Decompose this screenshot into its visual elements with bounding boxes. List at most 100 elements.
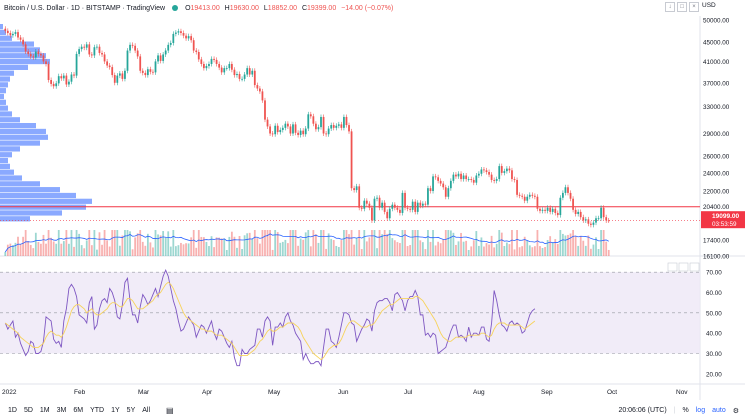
log-toggle[interactable]: log (695, 407, 706, 414)
volume-bar (416, 230, 419, 256)
volume-bar (124, 230, 126, 256)
volume-bar (363, 230, 366, 256)
candle-body (192, 40, 195, 51)
volume-bar (172, 230, 175, 256)
volume-bar (12, 245, 14, 256)
arrow-down-icon[interactable]: ↓ (665, 2, 675, 12)
volume-bar (284, 239, 287, 256)
volume-bar (182, 244, 185, 256)
range-1d[interactable]: 1D (8, 407, 17, 414)
candle-body (37, 51, 40, 54)
volume-bar (101, 244, 103, 256)
volume-bar (546, 240, 549, 256)
settings-icon[interactable]: ⚙ (732, 407, 739, 415)
volume-bar (121, 235, 124, 256)
range-5y[interactable]: 5Y (126, 407, 136, 414)
candle-body (521, 195, 524, 197)
candle-body (360, 207, 363, 209)
volume-ma-line (4, 233, 609, 253)
volume-bar (462, 241, 465, 256)
volume-bar (332, 240, 335, 256)
volume-bar (559, 230, 562, 256)
symbol-title[interactable]: Bitcoin / U.S. Dollar · 1D · BITSTAMP · … (4, 4, 166, 12)
volume-bar (391, 238, 394, 256)
candle-body (337, 124, 340, 126)
candle-body (213, 58, 215, 60)
price-tick-label: 29000.00 (703, 131, 730, 138)
volume-bar (315, 234, 317, 256)
volume-bar (376, 248, 378, 256)
volume-bar (309, 246, 312, 256)
candle-body (495, 179, 498, 181)
currency-label[interactable]: USD (702, 2, 716, 9)
volume-bar (449, 230, 452, 256)
candle-body (320, 116, 322, 128)
candle-body (371, 207, 373, 221)
candle-body (442, 183, 445, 188)
volume-bar (562, 233, 564, 256)
candle-body (312, 116, 315, 124)
candle-body (518, 194, 521, 196)
range-3m[interactable]: 3M (56, 407, 67, 414)
candle-body (129, 44, 131, 51)
volume-bar (274, 230, 277, 256)
candle-body (414, 201, 417, 212)
candle-body (378, 197, 381, 208)
volume-profile-bar (0, 29, 6, 36)
bottom-toolbar: 1D 5D 1M 3M 6M YTD 1Y 5Y All ▤ 20:06:06 (UTC) | … (0, 402, 745, 419)
volume-bar (592, 244, 595, 256)
volume-bar (159, 235, 162, 256)
symbol-header: Bitcoin / U.S. Dollar · 1D · BITSTAMP · … (0, 0, 700, 16)
volume-bar (444, 230, 447, 256)
maximize-icon[interactable]: □ (677, 2, 687, 12)
candle-body (393, 204, 396, 208)
volume-bar (197, 230, 200, 256)
volume-bar (551, 242, 554, 256)
candle-body (62, 75, 65, 79)
volume-bar (335, 245, 338, 256)
candle-body (564, 187, 567, 193)
range-6m[interactable]: 6M (73, 407, 84, 414)
volume-bar (572, 230, 574, 256)
candle-body (236, 73, 238, 76)
volume-bar (577, 245, 580, 256)
volume-bar (281, 241, 284, 256)
candle-body (195, 50, 198, 53)
volume-bar (70, 230, 73, 256)
candle-body (167, 44, 170, 51)
volume-bar (488, 244, 490, 256)
volume-bar (411, 230, 414, 256)
candle-body (467, 179, 470, 180)
candle-body (455, 174, 457, 177)
close-icon[interactable]: × (689, 2, 699, 12)
volume-bar (167, 231, 170, 256)
volume-bar (569, 233, 572, 256)
price-tick-label: 20400.00 (703, 204, 730, 211)
candle-body (536, 196, 539, 209)
volume-bar (149, 242, 152, 256)
volume-bar (27, 241, 30, 256)
candle-body (549, 207, 552, 212)
candle-body (350, 131, 353, 189)
range-5d[interactable]: 5D (23, 407, 33, 414)
candle-body (269, 126, 271, 134)
percent-toggle[interactable]: % (682, 407, 689, 414)
range-ytd[interactable]: YTD (90, 407, 105, 414)
range-1m[interactable]: 1M (39, 407, 50, 414)
ohlc-readout: O19413.00 H19630.00 L18852.00 C19399.00 … (185, 5, 396, 12)
rsi-tick-label: 60.00 (706, 290, 722, 297)
candle-body (544, 209, 546, 211)
volume-bar (516, 230, 518, 256)
candle-body (381, 202, 384, 208)
auto-toggle[interactable]: auto (712, 407, 726, 414)
volume-bar (57, 230, 60, 256)
candle-body (65, 75, 68, 85)
volume-bar (129, 231, 131, 256)
volume-bar (65, 230, 68, 256)
goto-date-icon[interactable]: ▤ (166, 406, 174, 415)
range-1y[interactable]: 1Y (111, 407, 120, 414)
range-all[interactable]: All (142, 407, 151, 414)
volume-profile-bar (0, 111, 12, 117)
volume-bar (279, 242, 282, 256)
chart-area[interactable]: 50000.00 45000.00 41000.00 37000.00 33000.00… (0, 0, 745, 402)
